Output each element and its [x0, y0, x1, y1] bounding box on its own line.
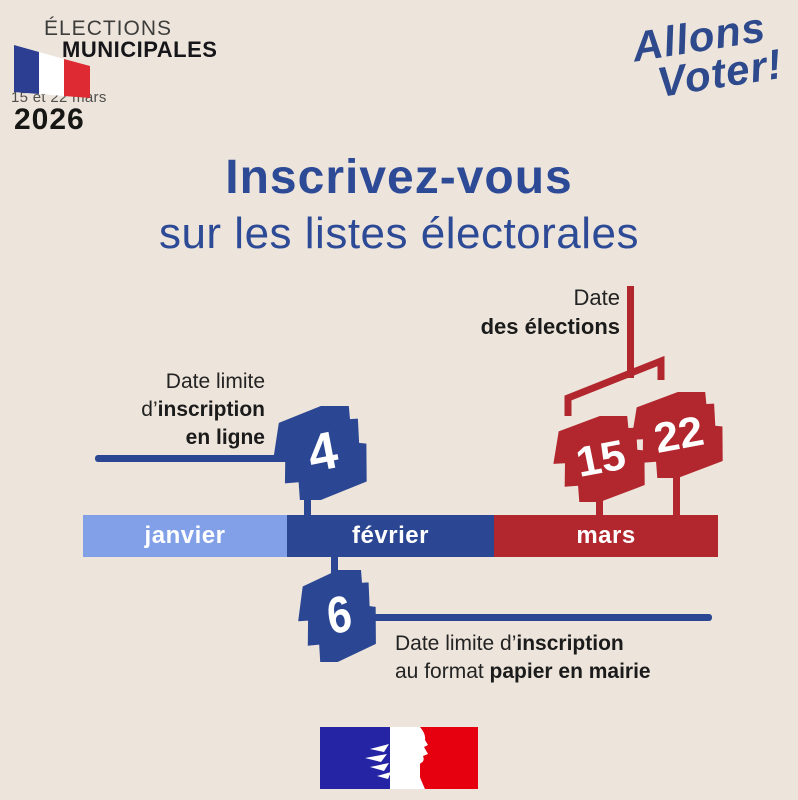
online-deadline-annotation: Date limite d’inscription en ligne	[60, 368, 265, 452]
french-flag-icon	[14, 45, 90, 98]
paper-deadline-annotation: Date limite d’inscription au format papi…	[395, 630, 735, 686]
online-deadline-line2: d’inscription	[141, 398, 265, 421]
page-title: Inscrivez-vous sur les listes électorale…	[0, 150, 798, 259]
online-deadline-connector-line	[95, 455, 307, 462]
paper-deadline-line2: au format papier en mairie	[395, 660, 651, 683]
brand-municipales-label: MUNICIPALES	[62, 37, 218, 62]
second-round-day-stamp: 22	[631, 392, 723, 478]
day15-stem-line	[596, 492, 603, 517]
svg-text:22: 22	[650, 408, 708, 463]
paper-deadline-connector-line	[362, 614, 712, 621]
day4-stem-line	[304, 490, 311, 517]
online-deadline-day-stamp: 4	[273, 406, 367, 500]
allons-voter-logo: Allons Voter!	[607, 3, 797, 108]
timeline-month-mars: mars	[494, 515, 718, 557]
paper-deadline-day-stamp: 6	[298, 570, 376, 662]
first-round-day-stamp: 15	[553, 416, 645, 502]
marianne-republique-francaise-logo-icon	[320, 727, 478, 789]
page-title-line2: sur les listes électorales	[158, 209, 640, 258]
election-dates-vertical-line	[627, 286, 634, 378]
election-dates-annotation: Date des élections	[400, 283, 620, 341]
election-year-label: 2026	[14, 103, 85, 136]
timeline-month-janvier: janvier	[83, 515, 287, 557]
paper-deadline-line1: Date limite d’inscription	[395, 632, 624, 655]
election-dates-line1: Date	[573, 285, 620, 310]
timeline-month-fevrier: février	[287, 515, 494, 557]
page-title-line1: Inscrivez-vous	[225, 151, 573, 204]
online-deadline-line1: Date limite	[165, 370, 265, 393]
day22-stem-line	[673, 468, 680, 517]
day6-stem-line	[331, 555, 338, 577]
brand-elections-label: ÉLECTIONS	[44, 17, 173, 40]
online-deadline-line3: en ligne	[185, 426, 265, 449]
election-dates-bracket	[564, 355, 665, 416]
election-dates-line2: des élections	[480, 314, 620, 339]
svg-text:15: 15	[572, 432, 630, 487]
